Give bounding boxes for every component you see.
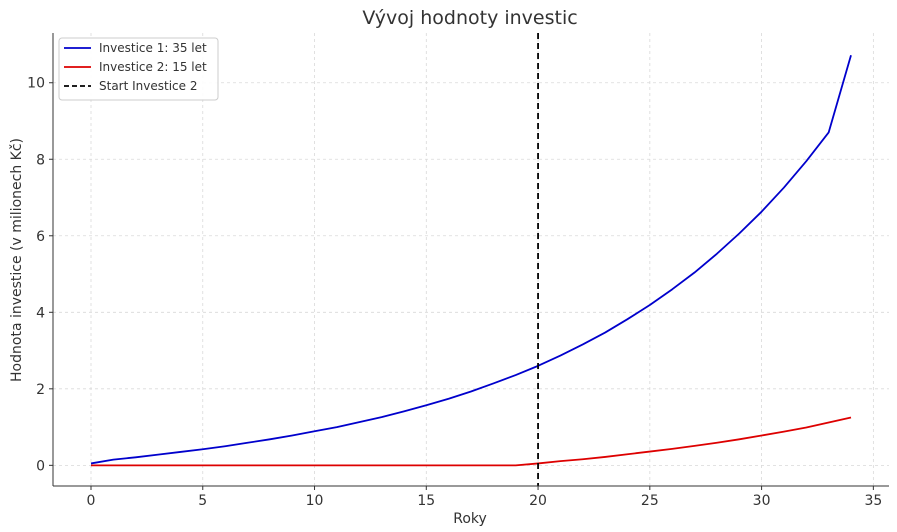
legend-label: Investice 1: 35 let — [99, 41, 207, 55]
series-0-line — [90, 54, 852, 465]
y-tick-label: 8 — [36, 152, 45, 168]
legend: Investice 1: 35 let Investice 2: 15 let St… — [58, 37, 219, 101]
x-axis-label: Roky — [453, 511, 487, 527]
x-tick-label: 25 — [641, 493, 659, 509]
x-tick-label: 15 — [417, 493, 435, 509]
chart-title: Vývoj hodnoty investic — [362, 7, 577, 29]
x-tick-label: 35 — [864, 493, 882, 509]
y-tick-label: 2 — [36, 382, 45, 398]
grid — [53, 33, 889, 486]
legend-box — [58, 37, 219, 101]
x-tick-label: 0 — [87, 493, 96, 509]
y-tick-label: 6 — [36, 229, 45, 245]
series-1-line — [91, 416, 852, 467]
y-tick-label: 4 — [36, 305, 45, 321]
ticks: 0 5 10 15 20 25 30 35 0 2 4 6 8 10 — [27, 76, 882, 509]
legend-label: Investice 2: 15 let — [99, 60, 207, 74]
x-tick-label: 10 — [306, 493, 324, 509]
y-axis-label: Hodnota investice (v milionech Kč) — [9, 138, 25, 382]
y-tick-label: 0 — [36, 458, 45, 474]
x-tick-label: 5 — [198, 493, 207, 509]
y-tick-label: 10 — [27, 76, 45, 92]
plot-series — [90, 33, 852, 486]
x-tick-label: 20 — [529, 493, 547, 509]
legend-label: Start Investice 2 — [99, 79, 197, 93]
axes — [52, 33, 889, 487]
x-tick-label: 30 — [753, 493, 771, 509]
